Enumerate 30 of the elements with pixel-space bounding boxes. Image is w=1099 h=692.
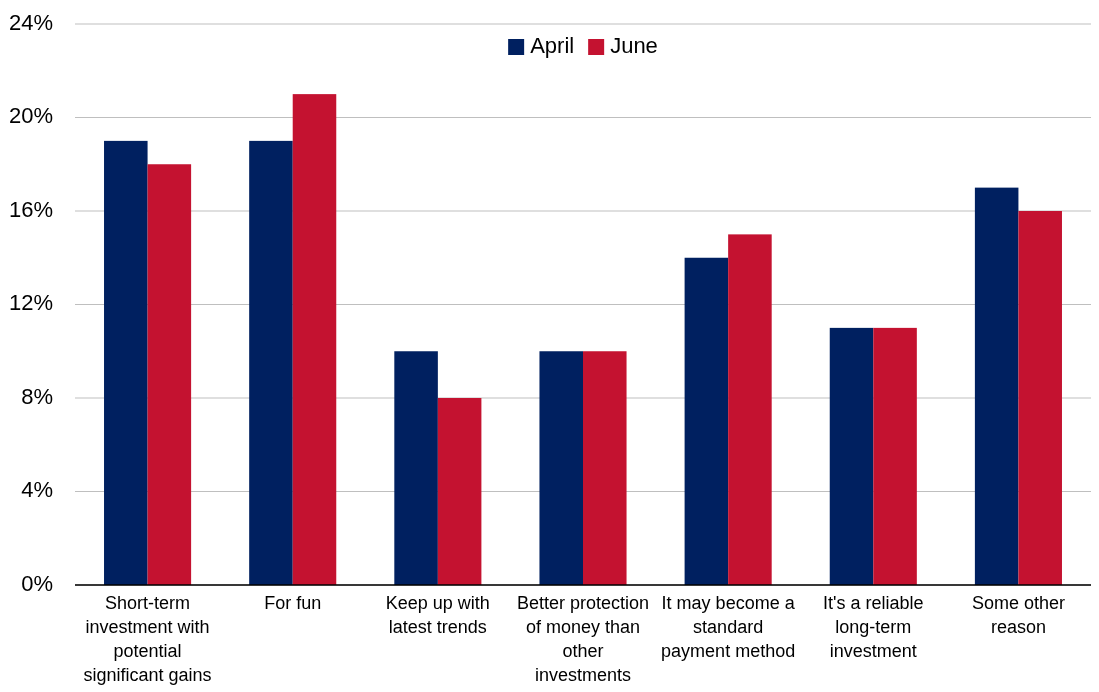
x-tick-label: It's a reliable long-term investment: [823, 593, 924, 661]
bar: [437, 398, 482, 585]
bar: [292, 94, 337, 585]
bar: [829, 327, 874, 585]
legend-label: June: [610, 32, 658, 58]
bar: [1018, 211, 1062, 585]
y-tick-label: 16%: [8, 196, 53, 222]
y-tick-label: 24%: [8, 9, 53, 35]
x-tick-label: Short-term investment with potential significant gains: [83, 593, 212, 685]
y-tick-label: 4%: [21, 477, 53, 503]
bar: [539, 351, 583, 585]
x-tick-label: It may become a standard payment method: [661, 593, 796, 661]
x-tick-label: Keep up with latest trends: [385, 593, 490, 637]
x-tick-label: Better protection of money than other investments: [516, 593, 650, 685]
y-tick-label: 20%: [8, 103, 53, 129]
bar: [394, 351, 438, 585]
y-tick-label: 0%: [21, 570, 53, 596]
bar: [104, 140, 148, 585]
bar: [974, 187, 1019, 585]
bar: [873, 327, 917, 585]
bar: [147, 164, 192, 585]
x-tick-label: For fun: [264, 593, 322, 613]
y-tick-label: 8%: [21, 383, 53, 409]
bar: [684, 257, 729, 585]
x-tick-label: Some other reason: [971, 593, 1065, 637]
bar: [249, 140, 293, 585]
bar: [583, 351, 627, 585]
y-tick-label: 12%: [8, 290, 53, 316]
bar: [728, 234, 772, 585]
legend-label: April: [530, 32, 575, 58]
